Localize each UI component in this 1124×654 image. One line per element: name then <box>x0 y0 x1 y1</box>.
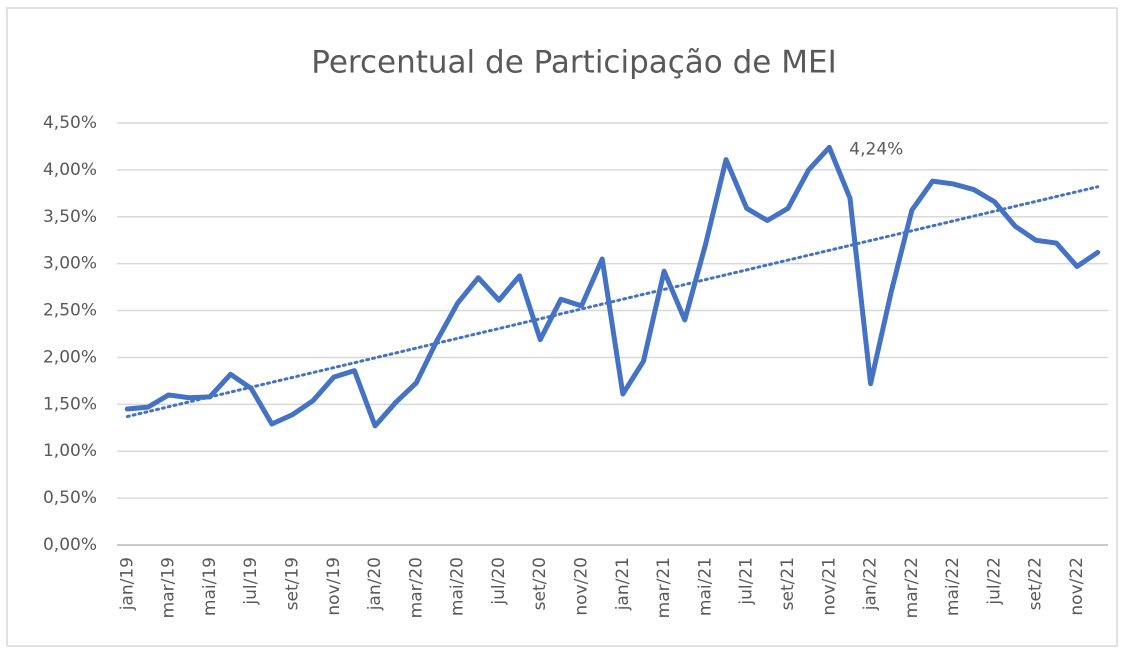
x-tick-label: jan/21 <box>613 557 633 611</box>
y-tick-label: 3,50% <box>43 207 97 227</box>
x-tick-label: jul/22 <box>984 557 1004 606</box>
x-tick-label: jul/21 <box>737 557 757 606</box>
y-tick-label: 3,00% <box>43 254 97 274</box>
y-tick-label: 4,00% <box>43 160 97 180</box>
y-tick-label: 2,50% <box>43 301 97 321</box>
x-tick-label: nov/19 <box>324 557 344 616</box>
y-tick-label: 4,50% <box>43 113 97 133</box>
chart-title: Percentual de Participação de MEI <box>311 45 836 81</box>
y-tick-label: 2,00% <box>43 347 97 367</box>
x-tick-label: nov/21 <box>819 557 839 616</box>
y-tick-label: 1,00% <box>43 441 97 461</box>
x-tick-label: mar/20 <box>406 557 426 618</box>
x-tick-label: set/21 <box>778 557 798 610</box>
x-tick-label: nov/20 <box>572 557 592 616</box>
chart-border <box>6 7 1118 647</box>
x-tick-label: mai/20 <box>448 557 468 616</box>
x-tick-label: nov/22 <box>1067 557 1087 616</box>
x-tick-label: set/22 <box>1026 557 1046 610</box>
data-label: 4,24% <box>849 139 903 159</box>
y-tick-label: 1,50% <box>43 394 97 414</box>
x-tick-label: jul/19 <box>241 557 261 606</box>
x-tick-label: jan/22 <box>861 557 881 611</box>
x-tick-label: mar/19 <box>159 557 179 618</box>
x-tick-label: mar/22 <box>902 557 922 618</box>
x-tick-label: mai/22 <box>943 557 963 616</box>
data-line <box>124 144 1101 429</box>
x-tick-label: mai/19 <box>200 557 220 616</box>
x-tick-label: jul/20 <box>489 557 509 606</box>
x-tick-label: set/19 <box>282 557 302 610</box>
x-tick-label: jan/19 <box>117 557 137 611</box>
x-tick-label: set/20 <box>530 557 550 610</box>
x-tick-label: jan/20 <box>365 557 385 611</box>
y-tick-label: 0,50% <box>43 488 97 508</box>
x-tick-label: mar/21 <box>654 557 674 618</box>
y-tick-label: 0,00% <box>43 535 97 555</box>
trendline <box>125 185 1100 419</box>
x-tick-label: mai/21 <box>695 557 715 616</box>
